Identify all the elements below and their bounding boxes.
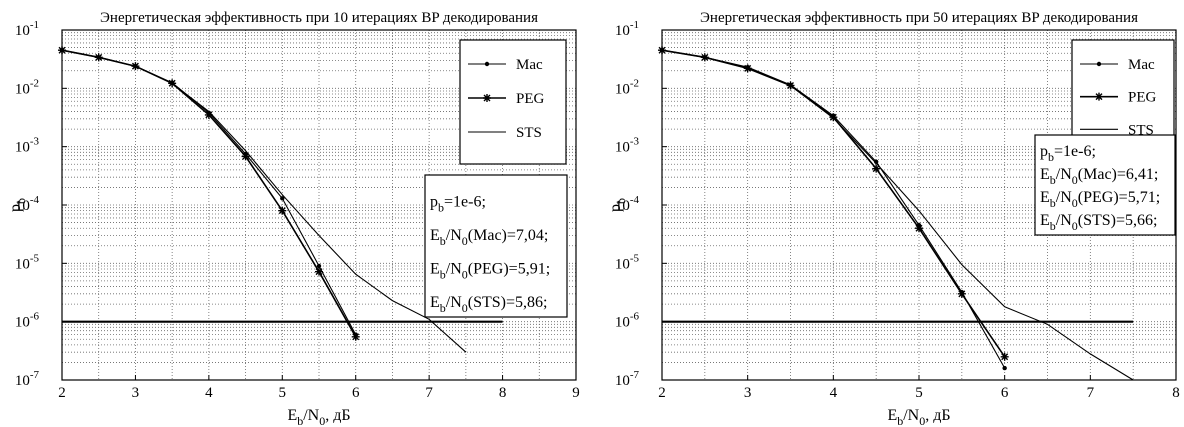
legend-label: PEG [516, 91, 545, 107]
legend: Mac PEG STS [459, 39, 567, 165]
data-point [1002, 365, 1007, 371]
x-tick-label: 7 [425, 385, 433, 401]
data-point [1000, 352, 1009, 361]
x-tick-label: 8 [499, 385, 507, 401]
x-axis-label: Eb/N0, дБ [287, 407, 350, 427]
annotation-box: pb=1e-6;Eb/N0(Mac)=6,41;Eb/N0(PEG)=5,71;… [1034, 134, 1176, 236]
data-point [351, 332, 360, 341]
annotation-line: Eb/N0(STS)=5,86; [430, 294, 547, 315]
x-tick-label: 9 [572, 385, 580, 401]
x-tick-label: 7 [1087, 385, 1095, 401]
data-point [204, 110, 213, 119]
y-tick-label: 10-1 [15, 19, 39, 39]
legend-marker [483, 94, 491, 102]
data-point [872, 164, 881, 173]
y-tick-label: 10-3 [615, 136, 640, 156]
data-point [316, 263, 322, 269]
legend-label: PEG [1128, 90, 1157, 106]
series-sts [61, 49, 467, 353]
data-point [241, 152, 250, 161]
legend-label: Mac [516, 57, 543, 73]
y-tick-label: 10-6 [615, 311, 640, 331]
data-point [915, 224, 923, 233]
annotation-target: pb=1e-6; [1040, 143, 1096, 164]
legend-label: STS [516, 125, 542, 141]
x-tick-label: 2 [58, 385, 66, 401]
x-axis-label: Eb/N0, дБ [887, 407, 950, 427]
legend-marker [1096, 61, 1102, 67]
x-tick-label: 5 [279, 385, 287, 401]
annotation-line: Eb/N0(STS)=5,66; [1040, 212, 1157, 233]
y-tick-label: 10-3 [15, 136, 40, 156]
annotation-frame [424, 174, 568, 318]
y-tick-label: 10-2 [15, 77, 39, 97]
x-tick-label: 5 [915, 385, 923, 401]
annotation-target: pb=1e-6; [430, 194, 486, 215]
x-tick-label: 6 [352, 385, 360, 401]
annotation-line: Eb/N0(PEG)=5,91; [430, 261, 550, 282]
data-point [278, 206, 287, 215]
y-tick-label: 10-6 [15, 311, 40, 331]
data-point [957, 289, 966, 298]
data-point [280, 196, 285, 201]
data-point [829, 113, 838, 122]
x-tick-label: 3 [744, 385, 752, 401]
y-tick-label: 10-7 [15, 369, 40, 389]
chart-left: 2 3 4 5 6 7 8 9 10-1 10-2 10-3 10-4 10-5 10-6 10-7 Энер… [7, 10, 580, 427]
x-tick-label: 6 [1001, 385, 1009, 401]
y-tick-label: 10-4 [15, 194, 40, 214]
y-tick-label: 10-2 [615, 77, 639, 97]
y-tick-label: 10-1 [615, 19, 639, 39]
chart-right: 2 3 4 5 6 7 8 10-1 10-2 10-3 10-4 10-5 10-6 10-7 Энерг… [607, 10, 1180, 427]
legend-box [459, 39, 567, 165]
y-axis-label: pb [7, 198, 28, 212]
y-axis-label: pb [607, 198, 628, 212]
y-tick-label: 10-5 [615, 252, 640, 272]
x-tick-label: 4 [830, 385, 838, 401]
series-line-sts [661, 49, 1134, 381]
annotation-line: Eb/N0(PEG)=5,71; [1040, 189, 1160, 210]
y-tick-label: 10-4 [615, 194, 640, 214]
x-tick-label: 4 [205, 385, 213, 401]
data-point [873, 159, 879, 165]
annotation-line: Eb/N0(Mac)=6,41; [1040, 166, 1158, 187]
x-tick-label: 8 [1172, 385, 1180, 401]
legend-marker [1095, 92, 1103, 101]
y-tick-label: 10-7 [615, 369, 640, 389]
legend-label: STS [1128, 122, 1154, 138]
legend-marker [484, 61, 490, 67]
annotation-box: pb=1e-6; Eb/N0(Mac)=7,04; Eb/N0(PEG)=5,91;… [424, 174, 568, 318]
series-line-sts [61, 49, 467, 353]
chart-title: Энергетическая эффективность при 50 итер… [700, 10, 1138, 26]
legend-label: Mac [1128, 57, 1155, 73]
series-sts [661, 49, 1134, 381]
x-tick-label: 3 [132, 385, 140, 401]
annotation-frame [1034, 134, 1176, 236]
y-tick-label: 10-5 [15, 252, 40, 272]
annotation-line: Eb/N0(Mac)=7,04; [430, 227, 548, 248]
x-tick-label: 2 [658, 385, 666, 401]
data-point [315, 267, 323, 276]
chart-title: Энергетическая эффективность при 10 итер… [100, 10, 538, 26]
